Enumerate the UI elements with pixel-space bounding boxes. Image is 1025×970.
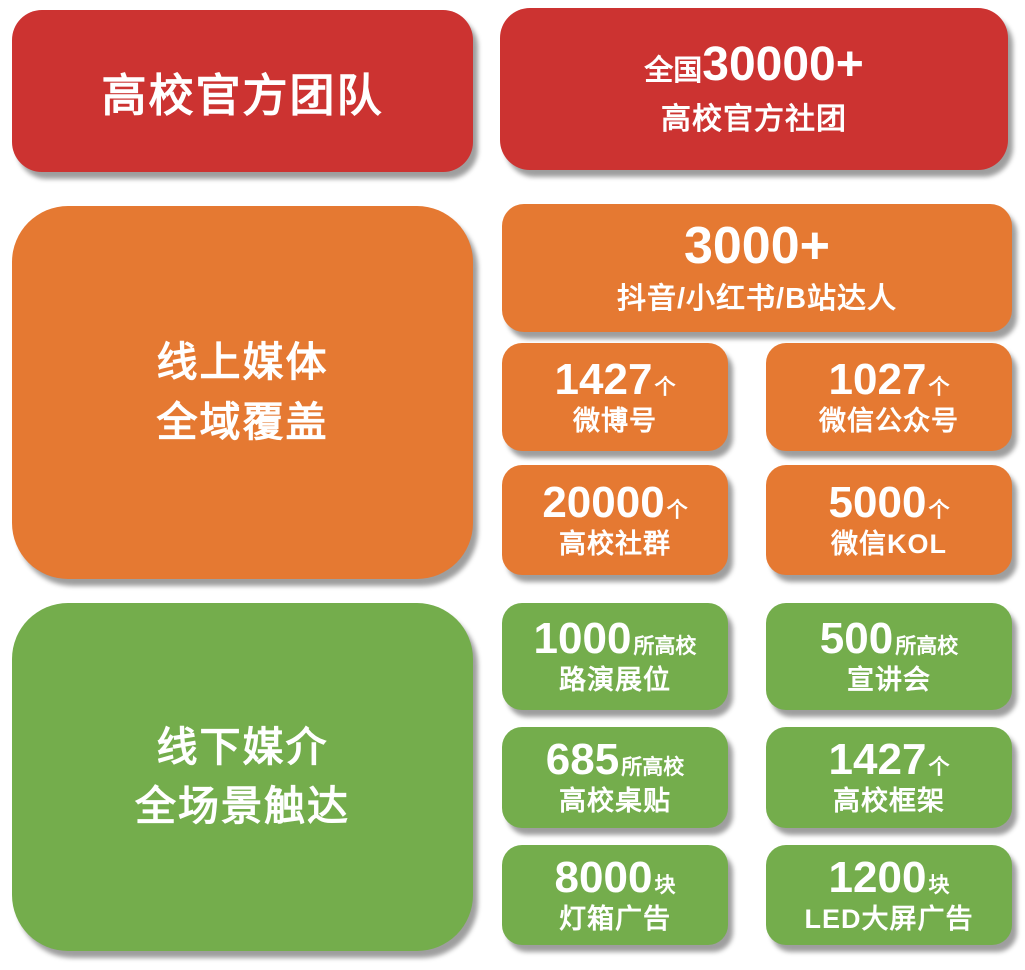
roadshow-unit: 所高校 <box>633 635 697 659</box>
online-title-line2: 全域覆盖 <box>156 398 329 445</box>
stat-card-roadshow: 1000 所高校 路演展位 <box>502 603 728 710</box>
campus-groups-stat-line: 20000 个 <box>542 477 688 527</box>
lightbox-ads-label: 灯箱广告 <box>559 903 671 934</box>
lightbox-ads-unit: 块 <box>654 873 676 897</box>
online-title-line1: 线上媒体 <box>156 339 329 386</box>
stat-card-wechat-official: 1027 个 微信公众号 <box>766 343 1012 451</box>
led-ads-number: 1200 <box>828 852 927 902</box>
campus-frames-unit: 个 <box>928 756 950 780</box>
offline-title: 线下媒介 全场景触达 <box>135 718 350 837</box>
weibo-label: 微博号 <box>573 405 657 436</box>
desk-stickers-unit: 所高校 <box>621 756 685 780</box>
card-header-national-clubs: 全国 30000+ 高校官方社团 <box>500 8 1008 170</box>
stat-card-led-ads: 1200 块 LED大屏广告 <box>766 845 1012 945</box>
stat-card-desk-stickers: 685 所高校 高校桌贴 <box>502 727 728 828</box>
campus-groups-label: 高校社群 <box>559 528 671 559</box>
led-ads-stat-line: 1200 块 <box>828 852 950 902</box>
wechat-kol-stat-line: 5000 个 <box>828 477 950 527</box>
weibo-unit: 个 <box>654 375 676 399</box>
stat-card-campus-groups: 20000 个 高校社群 <box>502 465 728 575</box>
wechat-kol-unit: 个 <box>928 498 950 522</box>
stat-card-wechat-kol: 5000 个 微信KOL <box>766 465 1012 575</box>
header-stat-number: 30000+ <box>702 37 864 91</box>
influencers-number: 3000+ <box>683 216 831 275</box>
stat-card-lightbox-ads: 8000 块 灯箱广告 <box>502 845 728 945</box>
campus-groups-unit: 个 <box>666 498 688 522</box>
wechat-official-number: 1027 <box>828 354 927 404</box>
wechat-kol-number: 5000 <box>828 477 927 527</box>
campus-frames-stat-line: 1427 个 <box>829 738 950 782</box>
weibo-stat-line: 1427 个 <box>554 354 676 404</box>
header-stat-line: 全国 30000+ <box>644 37 864 91</box>
wechat-official-label: 微信公众号 <box>819 405 959 436</box>
desk-stickers-label: 高校桌贴 <box>559 786 671 817</box>
stat-card-influencers: 3000+ 抖音/小红书/B站达人 <box>502 204 1012 332</box>
campus-frames-label: 高校框架 <box>833 786 945 817</box>
header-stat-prefix: 全国 <box>644 54 703 87</box>
wechat-official-unit: 个 <box>928 375 950 399</box>
section-title-online-media: 线上媒体 全域覆盖 <box>12 206 473 579</box>
header-stat-label: 高校官方社团 <box>661 103 847 137</box>
campus-groups-number: 20000 <box>542 477 665 527</box>
lightbox-ads-stat-line: 8000 块 <box>554 852 676 902</box>
desk-stickers-number: 685 <box>545 735 620 785</box>
info-sessions-stat-line: 500 所高校 <box>820 617 958 661</box>
wechat-official-stat-line: 1027 个 <box>828 354 950 404</box>
led-ads-unit: 块 <box>928 873 950 897</box>
roadshow-number: 1000 <box>533 614 632 664</box>
stat-card-info-sessions: 500 所高校 宣讲会 <box>766 603 1012 710</box>
lightbox-ads-number: 8000 <box>554 852 653 902</box>
online-title: 线上媒体 全域覆盖 <box>157 333 329 452</box>
wechat-kol-label: 微信KOL <box>831 528 947 559</box>
info-sessions-unit: 所高校 <box>895 635 959 659</box>
header-title: 高校官方团队 <box>101 69 384 121</box>
led-ads-label: LED大屏广告 <box>804 903 974 934</box>
roadshow-stat-line: 1000 所高校 <box>534 617 697 661</box>
offline-title-line1: 线下媒介 <box>156 723 329 770</box>
roadshow-label: 路演展位 <box>559 665 671 696</box>
offline-title-line2: 全场景触达 <box>135 783 350 829</box>
desk-stickers-stat-line: 685 所高校 <box>546 738 684 782</box>
campus-frames-number: 1427 <box>828 735 927 785</box>
info-sessions-number: 500 <box>819 614 894 664</box>
influencers-label: 抖音/小红书/B站达人 <box>616 282 898 315</box>
stat-card-campus-frames: 1427 个 高校框架 <box>766 727 1012 828</box>
weibo-number: 1427 <box>554 354 653 404</box>
section-title-offline-media: 线下媒介 全场景触达 <box>12 603 473 951</box>
stat-card-weibo: 1427 个 微博号 <box>502 343 728 451</box>
info-sessions-label: 宣讲会 <box>847 665 931 696</box>
card-header-teams: 高校官方团队 <box>12 10 473 172</box>
